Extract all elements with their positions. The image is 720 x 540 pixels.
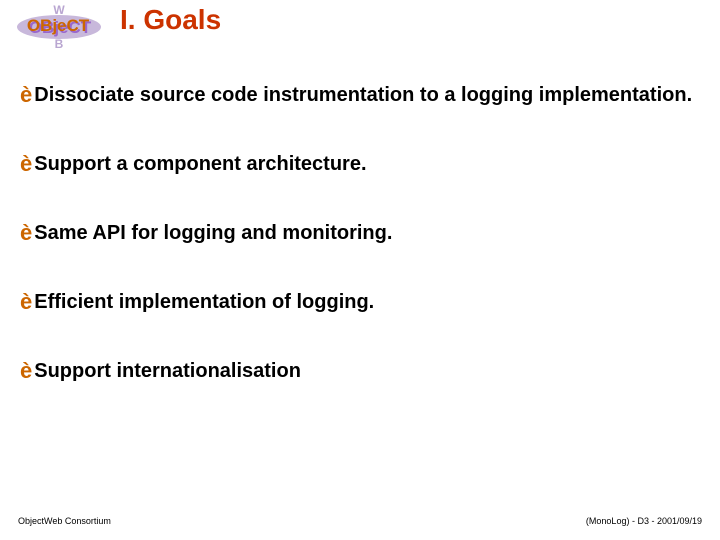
bullet-text: Same API for logging and monitoring. xyxy=(34,222,700,245)
slide-title: I. Goals xyxy=(120,4,221,36)
bullet-text: Dissociate source code instrumentation t… xyxy=(34,84,700,107)
bullet-text: Support a component architecture. xyxy=(34,153,700,176)
footer-right: (MonoLog) - D3 - 2001/09/19 xyxy=(586,516,702,526)
arrow-icon: è xyxy=(20,291,32,313)
arrow-icon: è xyxy=(20,360,32,382)
arrow-icon: è xyxy=(20,222,32,244)
bullet-item: è Efficient implementation of logging. xyxy=(20,291,700,314)
slide: W OBjeCT OBjeCT B I. Goals è Dissociate … xyxy=(0,0,720,540)
logo-top-letter: W xyxy=(53,3,65,17)
bullet-item: è Support internationalisation xyxy=(20,360,700,383)
arrow-icon: è xyxy=(20,153,32,175)
footer-left: ObjectWeb Consortium xyxy=(18,516,111,526)
logo-main: OBjeCT xyxy=(27,16,90,35)
bullet-list: è Dissociate source code instrumentation… xyxy=(20,84,700,429)
bullet-item: è Support a component architecture. xyxy=(20,153,700,176)
logo-bottom-letter: B xyxy=(55,37,64,51)
logo: W OBjeCT OBjeCT B xyxy=(14,2,104,52)
bullet-text: Support internationalisation xyxy=(34,360,700,383)
arrow-icon: è xyxy=(20,84,32,106)
bullet-item: è Same API for logging and monitoring. xyxy=(20,222,700,245)
bullet-text: Efficient implementation of logging. xyxy=(34,291,700,314)
bullet-item: è Dissociate source code instrumentation… xyxy=(20,84,700,107)
